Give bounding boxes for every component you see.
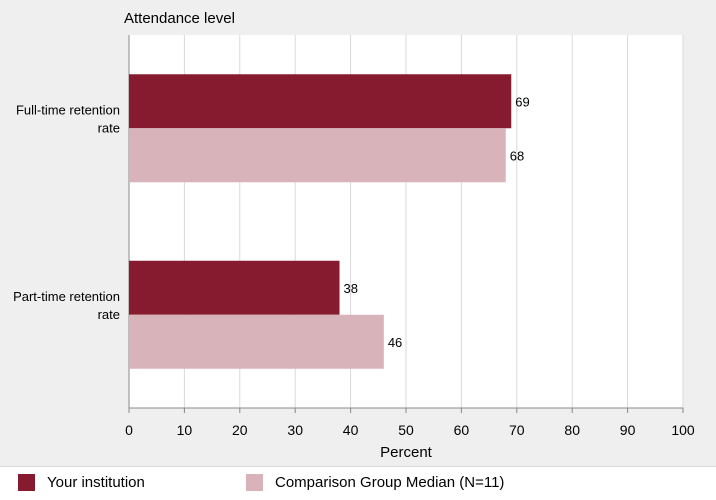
x-tick-label-6: 60: [454, 422, 470, 438]
category-label-0-line-0: Full-time retention: [16, 102, 120, 117]
x-tick-label-2: 20: [232, 422, 248, 438]
plot-area: 0 10 20 30 40 50 60 70 80 90 100 Full-time retentio…: [13, 35, 695, 438]
chart: Attendance level 0 10 20 30 40 50 60 70 80 90 100 F…: [13, 10, 695, 461]
data-label-s0-c0: 69: [515, 94, 529, 109]
data-label-s1-c1: 46: [388, 335, 402, 350]
legend-label-comparison-group: Comparison Group Median (N=11): [275, 474, 505, 491]
legend: Your institution Comparison Group Median…: [0, 466, 716, 500]
chart-title: Attendance level: [124, 10, 235, 27]
category-label-1-line-0: Part-time retention: [13, 289, 120, 304]
bar-s0-c1: [129, 260, 340, 315]
x-tick-label-1: 10: [177, 422, 193, 438]
x-tick-label-3: 30: [287, 422, 303, 438]
legend-item-your-institution: Your institution: [18, 474, 145, 491]
x-tick-label-4: 40: [343, 422, 359, 438]
x-tick-label-8: 80: [564, 422, 580, 438]
x-tick-label-7: 70: [509, 422, 525, 438]
data-label-s1-c0: 68: [510, 148, 524, 163]
category-label-1-line-1: rate: [98, 307, 120, 322]
bar-s0-c0: [129, 74, 512, 129]
x-tick-label-10: 100: [671, 422, 695, 438]
bar-s1-c0: [129, 128, 506, 183]
legend-label-your-institution: Your institution: [47, 474, 145, 491]
legend-item-comparison-group: Comparison Group Median (N=11): [246, 474, 504, 491]
x-tick-label-9: 90: [620, 422, 636, 438]
legend-swatch-your-institution: [18, 474, 35, 491]
bar-s1-c1: [129, 314, 384, 369]
data-label-s0-c1: 38: [344, 281, 358, 296]
legend-swatch-comparison-group: [246, 474, 263, 491]
x-tick-label-5: 50: [398, 422, 414, 438]
x-axis-label: Percent: [380, 444, 433, 461]
x-tick-label-0: 0: [125, 422, 133, 438]
category-label-0-line-1: rate: [98, 120, 120, 135]
